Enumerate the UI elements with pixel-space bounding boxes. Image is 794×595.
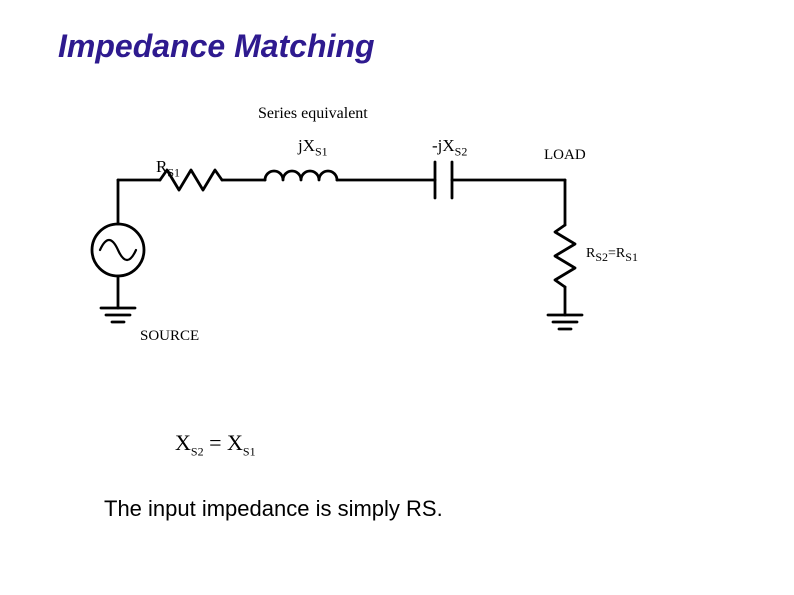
- footer-text: The input impedance is simply RS.: [104, 496, 443, 522]
- diagram-caption: Series equivalent: [258, 105, 368, 123]
- circuit-diagram: [70, 130, 720, 390]
- page-title: Impedance Matching: [58, 28, 375, 65]
- equation: XS2 = XS1: [175, 430, 256, 459]
